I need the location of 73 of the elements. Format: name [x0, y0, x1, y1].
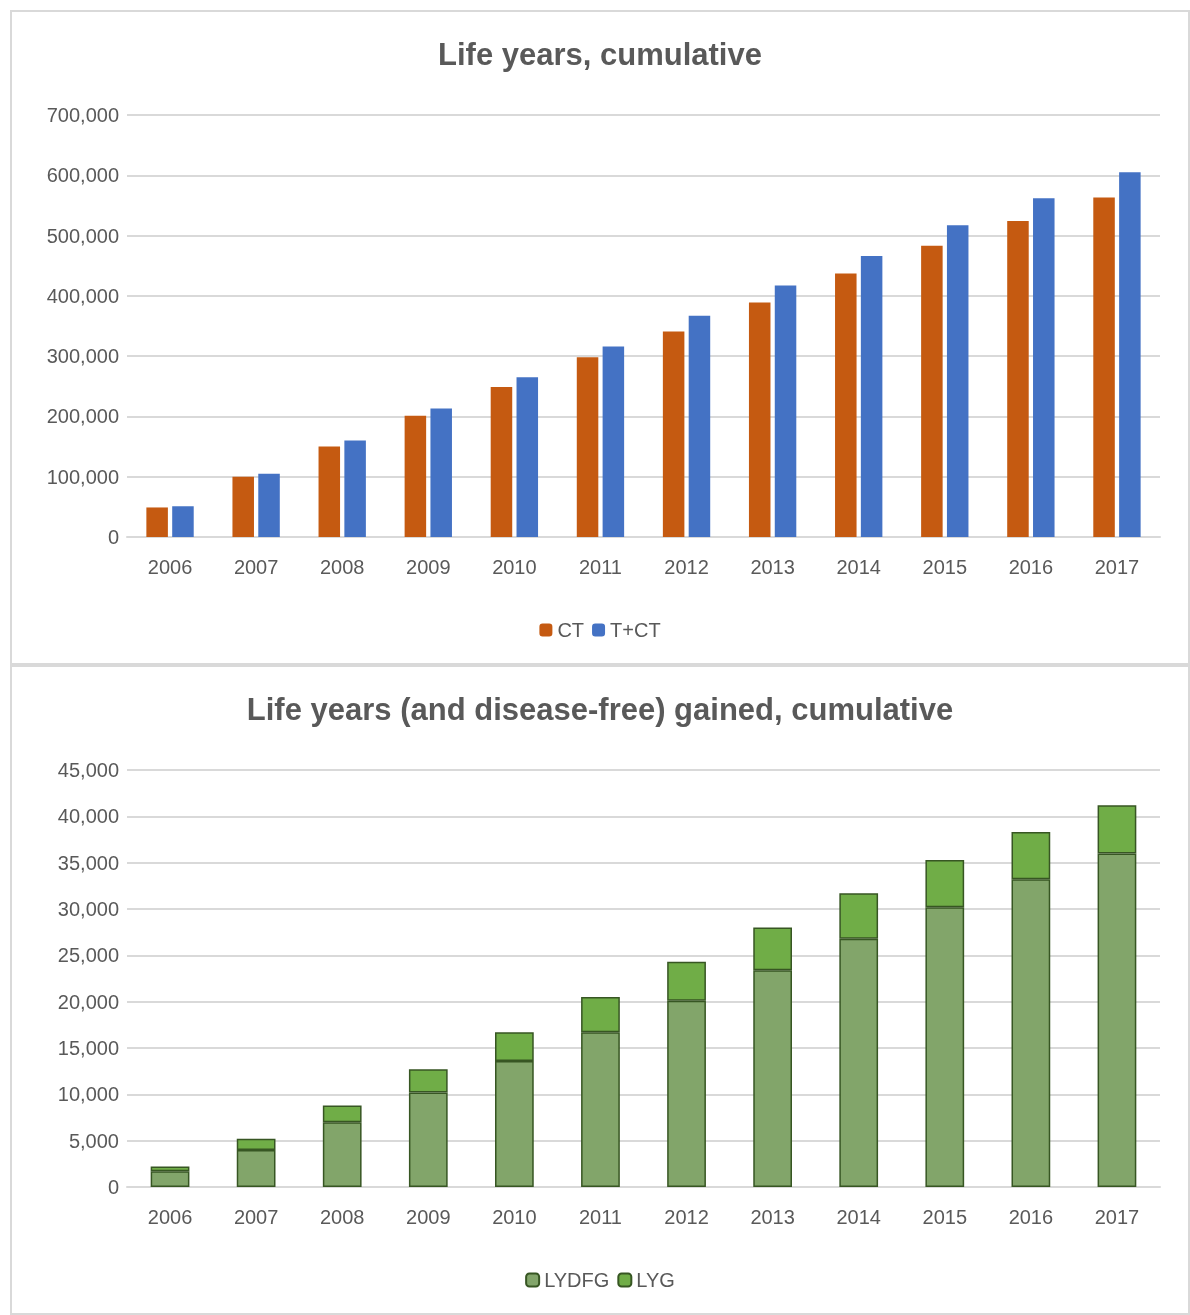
bar — [774, 285, 797, 537]
bar — [921, 245, 943, 537]
legend-label: CT — [557, 619, 585, 641]
bar — [146, 507, 168, 537]
bar — [150, 1171, 190, 1187]
legend-label: LYG — [636, 1269, 675, 1291]
bar — [490, 386, 513, 537]
x-tick-label: 2006 — [147, 556, 193, 578]
x-tick-label: 2010 — [492, 1206, 537, 1228]
y-tick-label: 10,000 — [57, 1083, 119, 1106]
bar — [1007, 221, 1029, 537]
bar — [318, 446, 341, 537]
bar — [1033, 198, 1055, 537]
y-tick-label: 700,000 — [46, 104, 119, 126]
x-tick-label: 2012 — [664, 556, 709, 578]
y-tick-label: 500,000 — [46, 224, 119, 247]
bar — [835, 273, 857, 537]
x-tick-label: 2013 — [750, 1206, 795, 1228]
x-tick-label: 2014 — [836, 1206, 881, 1228]
y-tick-label: 100,000 — [46, 465, 119, 488]
y-tick-label: 0 — [107, 1176, 119, 1198]
y-tick-label: 200,000 — [46, 405, 119, 428]
legend-label: LYDFG — [544, 1269, 610, 1291]
y-tick-label: 15,000 — [57, 1037, 119, 1059]
x-tick-label: 2012 — [664, 1206, 709, 1228]
y-tick-label: 25,000 — [57, 944, 119, 967]
y-tick-label: 35,000 — [57, 851, 119, 874]
legend-label: T+CT — [610, 619, 661, 641]
x-tick-label: 2011 — [578, 556, 622, 578]
y-tick-label: 0 — [107, 526, 119, 548]
y-tick-label: 300,000 — [46, 345, 119, 368]
bar — [344, 440, 366, 537]
bar — [258, 473, 280, 537]
y-tick-label: 45,000 — [57, 759, 119, 781]
x-tick-label: 2008 — [319, 556, 365, 578]
bar — [946, 225, 969, 537]
bar — [516, 377, 539, 537]
bar — [1093, 197, 1115, 537]
x-tick-label: 2017 — [1094, 556, 1140, 578]
bar — [860, 256, 883, 537]
chart-title: Life years, cumulative — [438, 37, 762, 72]
x-tick-label: 2009 — [406, 556, 451, 578]
x-tick-label: 2011 — [578, 1206, 622, 1228]
bar — [172, 506, 194, 537]
y-tick-label: 30,000 — [57, 898, 119, 920]
x-tick-label: 2007 — [233, 1206, 279, 1228]
x-tick-label: 2015 — [922, 556, 968, 578]
y-tick-label: 5,000 — [68, 1129, 119, 1152]
chart-title: Life years (and disease-free) gained, cumulative — [246, 692, 954, 727]
x-tick-label: 2007 — [233, 556, 279, 578]
bar — [404, 415, 427, 537]
x-tick-label: 2017 — [1094, 1206, 1140, 1228]
bar — [430, 408, 452, 537]
bar — [662, 331, 685, 537]
y-tick-label: 400,000 — [46, 284, 119, 307]
y-tick-label: 20,000 — [57, 990, 119, 1013]
bar — [576, 357, 599, 537]
x-tick-label: 2016 — [1008, 1206, 1054, 1228]
bar — [1119, 172, 1141, 537]
x-tick-label: 2006 — [147, 1206, 193, 1228]
bar — [232, 476, 254, 537]
y-tick-label: 40,000 — [57, 805, 119, 828]
bar — [688, 315, 711, 537]
x-tick-label: 2008 — [319, 1206, 365, 1228]
x-tick-label: 2013 — [750, 556, 795, 578]
x-tick-label: 2009 — [406, 1206, 451, 1228]
x-tick-label: 2010 — [492, 556, 537, 578]
x-tick-label: 2015 — [922, 1206, 968, 1228]
x-tick-label: 2014 — [836, 556, 881, 578]
bar — [748, 302, 771, 537]
x-tick-label: 2016 — [1008, 556, 1054, 578]
bar — [602, 346, 625, 537]
y-tick-label: 600,000 — [46, 164, 119, 187]
